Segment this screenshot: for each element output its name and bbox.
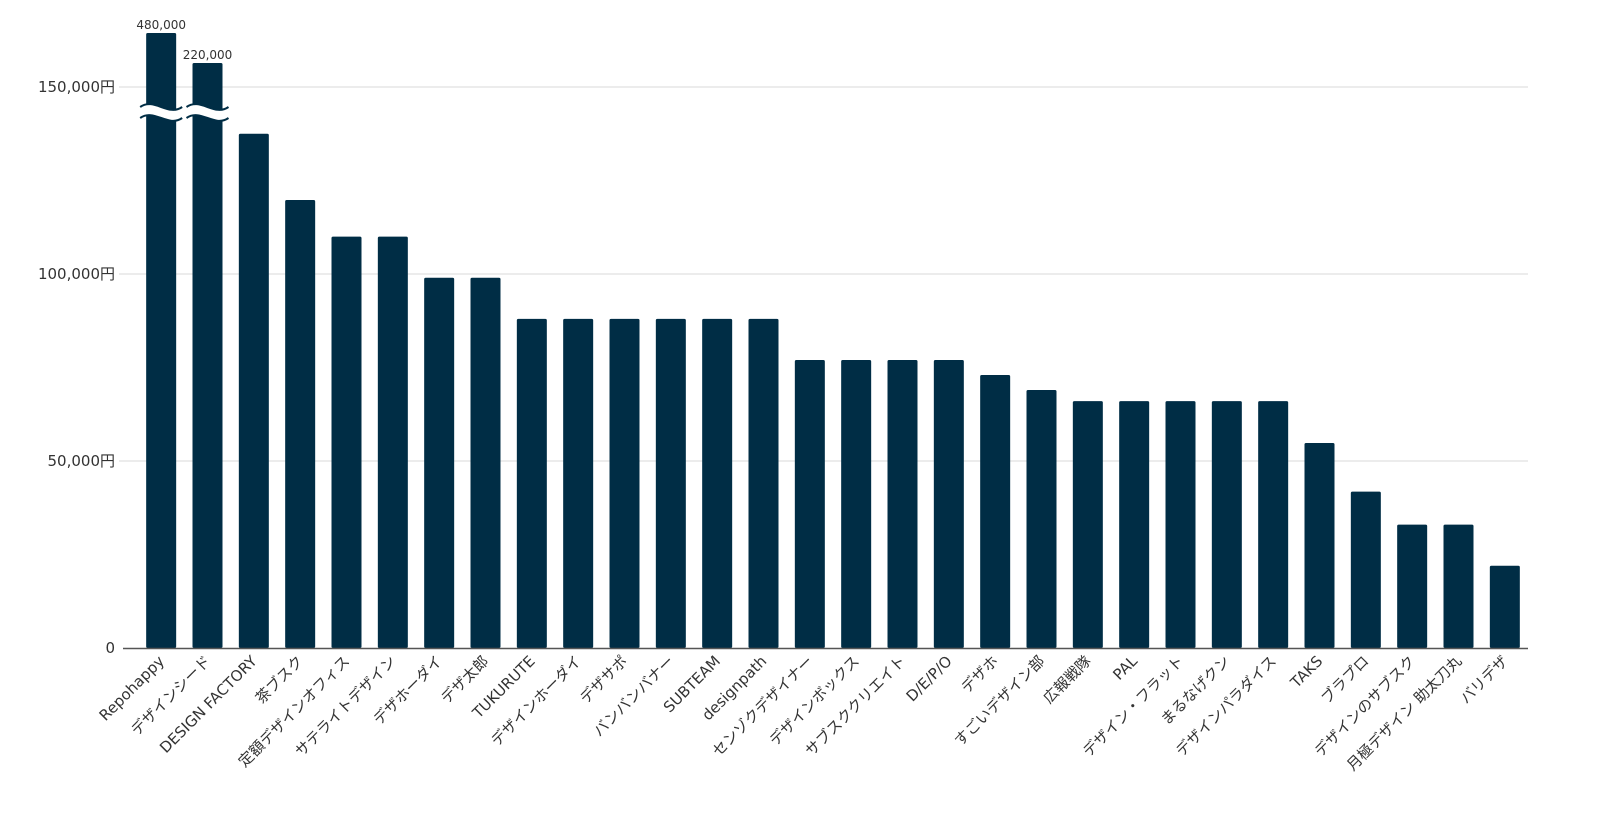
category-label: 広報戦隊 xyxy=(1039,652,1094,707)
category-label: TAKS xyxy=(1286,652,1326,692)
axis-break-markers xyxy=(139,103,230,122)
bar xyxy=(841,360,872,648)
bar xyxy=(192,63,223,648)
bar xyxy=(238,133,269,648)
category-label: D/E/P/O xyxy=(903,652,956,705)
bar xyxy=(1072,401,1103,648)
axis-break-line xyxy=(139,103,183,111)
bar xyxy=(748,318,779,648)
bar xyxy=(516,318,547,648)
y-tick-label: 150,000円 xyxy=(38,78,115,96)
bar xyxy=(146,33,177,648)
category-label: デザホ xyxy=(957,652,1002,697)
bar xyxy=(933,360,964,648)
y-tick-label: 50,000円 xyxy=(48,452,116,470)
bar xyxy=(1119,401,1150,648)
bar xyxy=(331,236,362,648)
bar xyxy=(563,318,594,648)
bar xyxy=(1443,524,1474,648)
bar xyxy=(1350,491,1381,648)
bar xyxy=(794,360,825,648)
bar xyxy=(1304,443,1335,648)
bar xyxy=(285,199,316,648)
bar xyxy=(470,277,501,648)
axis-break-band xyxy=(186,104,229,121)
bar xyxy=(702,318,733,648)
bar xyxy=(980,374,1011,648)
axis-break-line xyxy=(185,103,230,111)
data-label: 220,000 xyxy=(183,48,233,62)
bar xyxy=(655,318,686,648)
bar xyxy=(887,360,918,648)
category-label: デザインシード xyxy=(127,652,214,739)
bar xyxy=(1397,524,1428,648)
category-label: バリデザ xyxy=(1456,652,1511,707)
bar xyxy=(609,318,640,648)
bars xyxy=(146,33,1520,648)
axis-break-line xyxy=(185,114,230,122)
axis-break-line xyxy=(139,114,183,122)
data-label: 480,000 xyxy=(136,18,186,32)
y-tick-label: 0 xyxy=(105,639,115,657)
category-label: バンバンバナー xyxy=(590,652,678,740)
bar xyxy=(1489,565,1520,648)
data-labels: 480,000 220,000 xyxy=(136,18,232,62)
bar xyxy=(1165,401,1196,648)
bar xyxy=(377,236,408,648)
y-axis-tick-labels: 0 50,000円 100,000円 150,000円 xyxy=(38,78,115,657)
bar xyxy=(424,277,455,648)
bar xyxy=(1026,389,1057,648)
bar xyxy=(1211,401,1242,648)
axis-break-band xyxy=(140,104,183,121)
category-label: PAL xyxy=(1109,652,1141,684)
y-tick-label: 100,000円 xyxy=(38,265,115,283)
bar xyxy=(1258,401,1289,648)
